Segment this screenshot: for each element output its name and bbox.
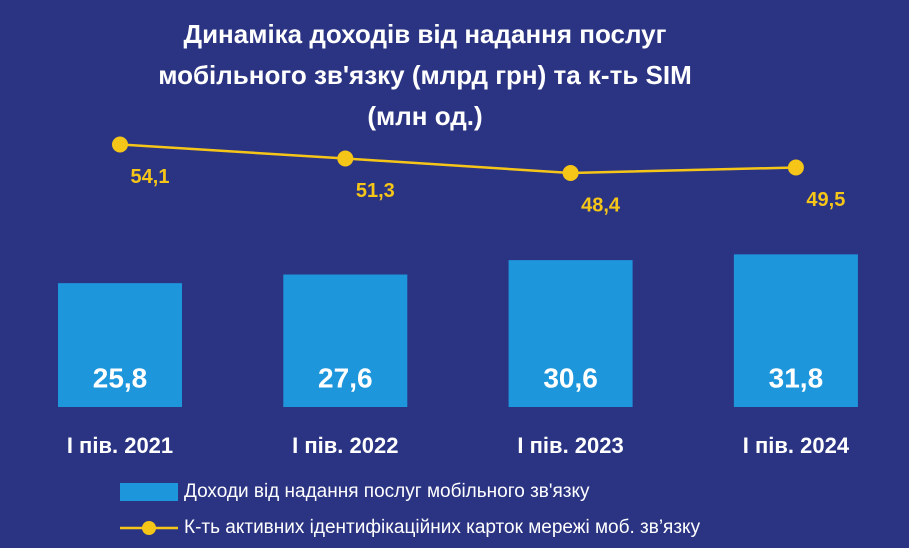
line-value-label: 48,4 bbox=[581, 194, 621, 216]
bar bbox=[733, 254, 858, 407]
bar bbox=[283, 274, 408, 407]
x-tick-label: I пів. 2024 bbox=[743, 433, 850, 458]
x-tick-label: I пів. 2023 bbox=[517, 433, 623, 458]
bar bbox=[58, 283, 182, 407]
bar-value-label: 27,6 bbox=[318, 362, 373, 393]
legend-label: Доходи від надання послуг мобільного зв'… bbox=[184, 481, 590, 502]
x-tick-label: I пів. 2022 bbox=[292, 433, 398, 458]
x-tick-label: I пів. 2021 bbox=[67, 433, 173, 458]
line-point bbox=[112, 136, 128, 153]
line-value-label: 49,5 bbox=[806, 189, 845, 211]
legend-label: К-ть активних ідентифікаційних карток ме… bbox=[184, 517, 701, 538]
line-value-label: 51,3 bbox=[356, 180, 395, 202]
bar-value-label: 31,8 bbox=[769, 362, 824, 393]
line bbox=[119, 143, 796, 175]
bar-value-label: 30,6 bbox=[543, 362, 598, 393]
line-point bbox=[562, 165, 579, 181]
line-point bbox=[787, 159, 804, 176]
line-point bbox=[337, 150, 354, 167]
chart-title: Динаміка доходів від надання послуг мобі… bbox=[158, 19, 692, 131]
legend-swatch bbox=[142, 521, 156, 535]
bar-value-label: 25,8 bbox=[93, 362, 148, 393]
legend-swatch bbox=[120, 483, 178, 501]
line-value-label: 54,1 bbox=[131, 166, 170, 188]
bar bbox=[508, 260, 633, 407]
